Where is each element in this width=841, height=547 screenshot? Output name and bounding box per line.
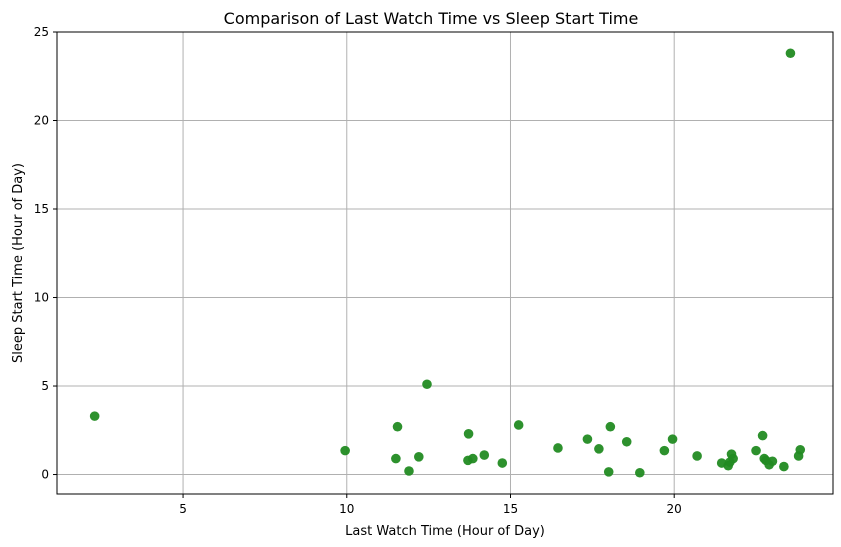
data-points [89,48,806,478]
data-point [89,411,100,421]
data-point [391,453,401,464]
data-point [751,445,761,456]
data-point [757,430,768,441]
x-axis-label: Last Watch Time (Hour of Day) [345,524,545,539]
x-tick-label: 5 [179,502,187,516]
data-point [767,456,778,467]
data-point [392,421,403,432]
data-point [779,461,789,472]
x-tick-label: 10 [339,502,354,516]
data-point [621,436,632,447]
y-tick-label: 20 [34,114,49,128]
plot-frame [56,31,834,495]
data-point [795,444,806,455]
y-tick-label: 5 [41,379,49,393]
data-point [582,434,593,444]
data-point [497,458,508,468]
y-tick-label: 0 [41,468,49,482]
data-point [468,453,478,464]
chart-title: Comparison of Last Watch Time vs Sleep S… [224,9,639,28]
data-point [404,466,414,476]
data-point [785,48,796,59]
y-axis-label: Sleep Start Time (Hour of Day) [11,163,26,363]
y-tick-label: 10 [34,291,49,305]
data-point [422,379,432,390]
data-point [340,445,350,456]
data-point [659,445,670,456]
y-tick-label: 25 [34,25,49,39]
data-point [553,443,563,453]
y-tick-label: 15 [34,202,49,216]
data-point [667,434,678,444]
data-point [605,421,616,432]
data-point [414,452,424,462]
data-point [594,444,604,454]
tick-layer: 5 10 15 20 0 5 10 15 20 25 [34,25,682,516]
data-point [513,420,524,430]
x-tick-label: 20 [667,502,682,516]
data-point [692,451,702,461]
x-tick-label: 15 [503,502,518,516]
data-point [479,450,490,460]
data-point [728,453,738,464]
data-point [603,467,614,477]
data-point [635,467,645,478]
data-point [463,429,474,439]
